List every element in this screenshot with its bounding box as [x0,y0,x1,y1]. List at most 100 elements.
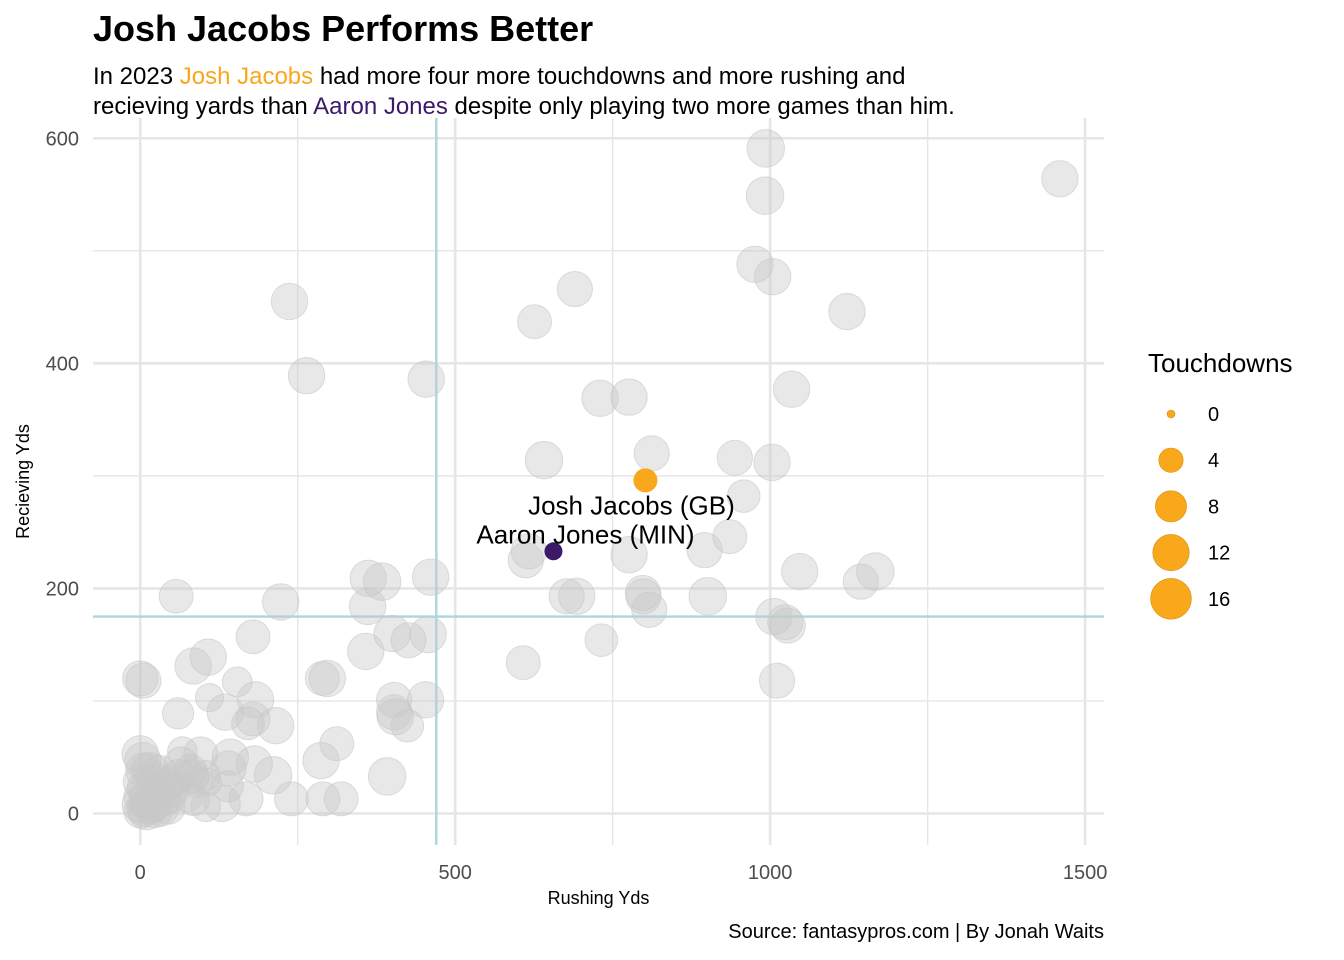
player-point [409,615,447,654]
x-tick-label: 500 [439,862,472,884]
player-point [755,597,793,636]
player-point [158,578,194,614]
player-point [235,701,271,737]
player-point [211,738,250,776]
player-point [302,741,340,780]
player-point [228,781,264,817]
legend-size-label: 16 [1208,589,1230,611]
data-points [121,129,1079,831]
x-tick-label: 1000 [748,862,793,884]
legend-size-key [1166,409,1176,419]
jones-label: Aaron Jones (MIN) [476,519,694,549]
player-point [558,577,596,615]
y-tick-label: 0 [68,803,79,825]
player-point [390,708,425,743]
player-point [758,662,796,699]
legend-title: Touchdowns [1148,348,1293,378]
player-point [517,304,553,340]
legend-size-key [1152,534,1190,572]
player-point [746,129,786,168]
player-point [125,662,162,699]
x-tick-label: 1500 [1063,862,1108,884]
player-point [273,781,309,817]
y-tick-label: 200 [46,578,79,600]
player-point [686,532,723,569]
player-point [163,746,199,782]
player-point [194,683,225,713]
player-point [123,777,161,816]
player-point [236,681,275,719]
player-point [122,660,159,697]
player-point [210,750,247,787]
player-point [507,542,544,579]
player-point [308,659,347,698]
player-point [772,370,811,408]
player-point [190,791,222,823]
y-tick-label: 400 [46,353,79,375]
player-point [505,645,541,681]
player-point [548,578,585,615]
player-point [407,360,445,398]
grid-lines [93,118,1104,845]
player-point [362,562,402,601]
highlighted-points: Josh Jacobs (GB)Aaron Jones (MIN) [476,468,735,561]
player-point [411,558,450,596]
player-point [406,681,445,719]
y-axis-title: Recieving Yds [13,424,33,539]
jacobs-label: Josh Jacobs (GB) [528,490,735,520]
subtitle-line-1: In 2023 Josh Jacobs had more four more t… [93,62,955,92]
player-point [581,379,619,417]
player-point [753,443,791,482]
legend-size-label: 8 [1208,496,1219,518]
player-point [376,698,415,736]
player-point [262,583,300,621]
player-point [235,619,271,655]
legend-size-label: 12 [1208,543,1230,565]
player-point [256,707,295,745]
player-point [828,292,866,331]
chart-title: Josh Jacobs Performs Better [93,8,594,49]
x-axis-title: Rushing Yds [548,888,650,908]
player-point [270,282,309,321]
subtitle-text: had more four more touchdowns and more r… [313,63,906,90]
subtitle-text: recieving yards than [93,93,314,120]
player-point [348,587,387,626]
player-point [842,563,879,600]
player-point [367,757,407,796]
player-point [584,623,619,657]
player-point [631,591,668,628]
subtitle-text: In 2023 [93,63,180,90]
x-tick-label: 0 [135,862,146,884]
player-point [174,647,212,685]
player-point [633,435,670,472]
player-point [781,552,819,591]
subtitle-line-2: recieving yards than Aaron Jones despite… [93,92,955,122]
y-tick-label: 600 [46,128,79,150]
player-point [753,257,792,296]
subtitle-jacobs-highlight: Josh Jacobs [179,63,314,90]
legend-size-key [1155,490,1187,523]
player-point [1041,160,1079,198]
player-point [767,604,804,641]
player-point [349,559,387,597]
player-point [253,755,293,795]
player-point [177,783,210,817]
size-legend: Touchdowns 0 4 8 12 16 [1148,348,1293,620]
player-point [319,726,355,762]
player-point [231,706,265,741]
player-point [128,794,165,831]
player-point [716,439,753,476]
player-point [556,270,593,308]
legend-size-key [1158,447,1184,473]
chart-subtitle: In 2023 Josh Jacobs had more four more t… [93,62,955,122]
player-point [347,632,385,671]
player-point [305,781,341,817]
subtitle-jones-highlight: Aaron Jones [313,93,448,120]
legend-size-label: 4 [1208,450,1219,472]
legend-size-label: 0 [1208,404,1219,426]
player-point [610,378,648,416]
player-point [125,752,162,789]
player-point [123,793,159,829]
player-point [161,697,195,730]
player-point [189,638,227,676]
